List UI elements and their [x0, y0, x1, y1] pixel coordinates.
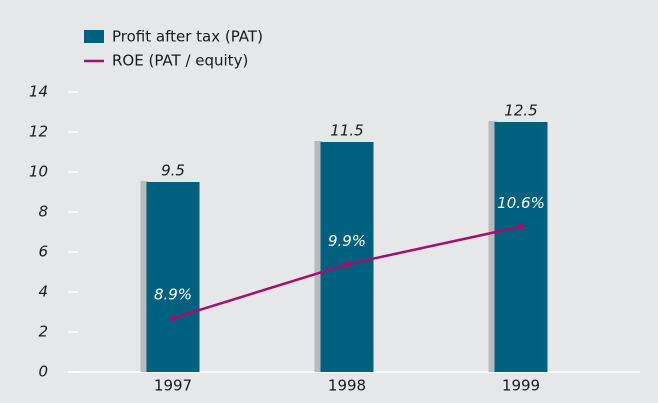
line-value-label: 8.9% [154, 286, 192, 304]
bar-value-label: 12.5 [504, 102, 537, 120]
bar [494, 122, 548, 372]
line-value-label: 9.9% [328, 232, 366, 250]
y-tick-label: 6 [38, 243, 48, 261]
bar-shadow [488, 121, 497, 372]
x-tick-label: 1999 [502, 377, 540, 395]
legend-label: Profit after tax (PAT) [112, 28, 263, 46]
legend-label: ROE (PAT / equity) [112, 52, 248, 70]
y-tick-label: 4 [38, 283, 48, 301]
x-tick-label: 1997 [154, 377, 192, 395]
y-tick-label: 10 [29, 163, 48, 181]
y-tick-label: 8 [38, 203, 48, 221]
bar-shadow [314, 141, 323, 372]
line-point [518, 223, 524, 230]
legend-swatch [84, 30, 104, 43]
line-point [170, 315, 176, 322]
bar-shadow [140, 181, 149, 372]
y-tick-label: 12 [29, 123, 48, 141]
y-tick-label: 14 [29, 83, 48, 101]
bar [146, 182, 200, 372]
x-tick-label: 1998 [328, 377, 366, 395]
line-value-label: 10.6% [497, 194, 545, 212]
bar-value-label: 9.5 [161, 162, 185, 180]
bar-value-label: 11.5 [330, 122, 363, 140]
y-tick-label: 2 [38, 323, 48, 341]
y-tick-label: 0 [38, 363, 48, 381]
line-point [344, 261, 350, 268]
bar [320, 142, 374, 372]
